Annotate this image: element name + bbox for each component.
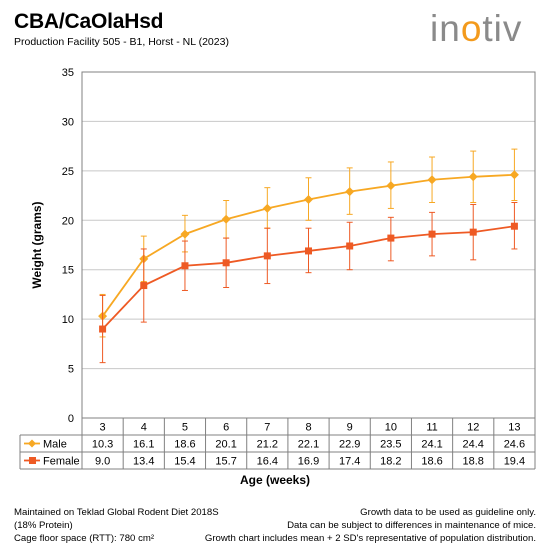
female-point (346, 242, 354, 250)
male-legend-label: Male (43, 439, 67, 451)
male-table-value: 22.1 (298, 439, 319, 451)
male-table-value: 16.1 (133, 439, 154, 451)
female-table-value: 18.6 (421, 456, 442, 468)
female-point (222, 259, 230, 267)
y-tick-label: 35 (62, 67, 74, 79)
female-table-value: 16.9 (298, 456, 319, 468)
female-point (140, 282, 148, 290)
x-tick-label: 3 (100, 422, 106, 434)
female-point (181, 262, 189, 270)
female-table-value: 19.4 (504, 456, 525, 468)
male-point (221, 214, 231, 224)
y-tick-label: 25 (62, 166, 74, 178)
x-tick-label: 9 (347, 422, 353, 434)
female-point (99, 325, 107, 333)
page-title: CBA/CaOlaHsd (14, 10, 164, 33)
footer-guideline-note: Growth data to be used as guideline only… (360, 507, 536, 518)
footer-maintenance-note: Data can be subject to differences in ma… (287, 520, 536, 531)
x-tick-label: 8 (305, 422, 311, 434)
page-subtitle: Production Facility 505 - B1, Horst - NL… (14, 36, 229, 48)
male-table-value: 21.2 (257, 439, 278, 451)
male-table-value: 20.1 (215, 439, 236, 451)
footer-protein: (18% Protein) (14, 520, 73, 531)
y-tick-label: 15 (62, 265, 74, 277)
x-tick-label: 4 (141, 422, 147, 434)
male-legend-marker (28, 439, 36, 448)
y-tick-label: 0 (68, 413, 74, 425)
x-tick-label: 10 (385, 422, 397, 434)
x-tick-label: 5 (182, 422, 188, 434)
x-axis-title: Age (weeks) (240, 473, 310, 487)
y-tick-label: 5 (68, 364, 74, 376)
female-table-value: 9.0 (95, 456, 110, 468)
female-legend-label: Female (43, 456, 80, 468)
female-table-value: 15.7 (215, 456, 236, 468)
x-tick-label: 11 (426, 422, 437, 434)
male-point (180, 229, 190, 239)
x-tick-label: 12 (467, 422, 479, 434)
female-point (263, 252, 271, 260)
male-table-value: 24.1 (421, 439, 442, 451)
female-legend-marker (29, 457, 36, 464)
female-table-value: 13.4 (133, 456, 154, 468)
male-point (468, 172, 478, 182)
female-point (387, 234, 395, 242)
female-table-value: 15.4 (174, 456, 195, 468)
inotiv-logo: inotiv (430, 8, 523, 49)
male-point (427, 175, 437, 185)
male-point (509, 170, 519, 180)
x-tick-label: 13 (508, 422, 520, 434)
x-tick-label: 6 (223, 422, 229, 434)
male-table-value: 24.6 (504, 439, 525, 451)
female-point (469, 228, 477, 236)
footer-cage-space: Cage floor space (RTT): 780 cm² (14, 533, 155, 544)
female-point (305, 247, 312, 255)
male-table-value: 10.3 (92, 439, 113, 451)
y-tick-label: 20 (62, 215, 74, 227)
y-tick-label: 10 (62, 314, 74, 326)
male-table-value: 23.5 (380, 439, 401, 451)
footer-right: Growth data to be used as guideline only… (205, 506, 536, 545)
male-point (262, 203, 272, 213)
female-table-value: 18.2 (380, 456, 401, 468)
male-table-value: 24.4 (463, 439, 484, 451)
female-table-value: 17.4 (339, 456, 360, 468)
plot-area-frame (81, 71, 536, 419)
female-table-value: 16.4 (257, 456, 278, 468)
female-point (428, 230, 436, 238)
footer-sd-note: Growth chart includes mean + 2 SD's repr… (204, 533, 536, 544)
footer-left: Maintained on Teklad Global Rodent Diet … (14, 506, 219, 545)
female-point (510, 222, 518, 230)
male-point (345, 187, 355, 197)
male-table-value: 22.9 (339, 439, 360, 451)
male-point (304, 195, 313, 205)
female-table-value: 18.8 (463, 456, 484, 468)
x-tick-label: 7 (264, 422, 270, 434)
y-axis-title: Weight (grams) (30, 201, 44, 288)
y-tick-label: 30 (62, 116, 74, 128)
male-point (386, 181, 396, 191)
growth-chart: 0 5 10 15 20 25 30 35 3 4 5 6 7 8 9 10 11 12 13 Age (weeks)… (19, 67, 536, 487)
footer-diet: Maintained on Teklad Global Rodent Diet … (14, 507, 219, 518)
male-table-value: 18.6 (174, 439, 195, 451)
